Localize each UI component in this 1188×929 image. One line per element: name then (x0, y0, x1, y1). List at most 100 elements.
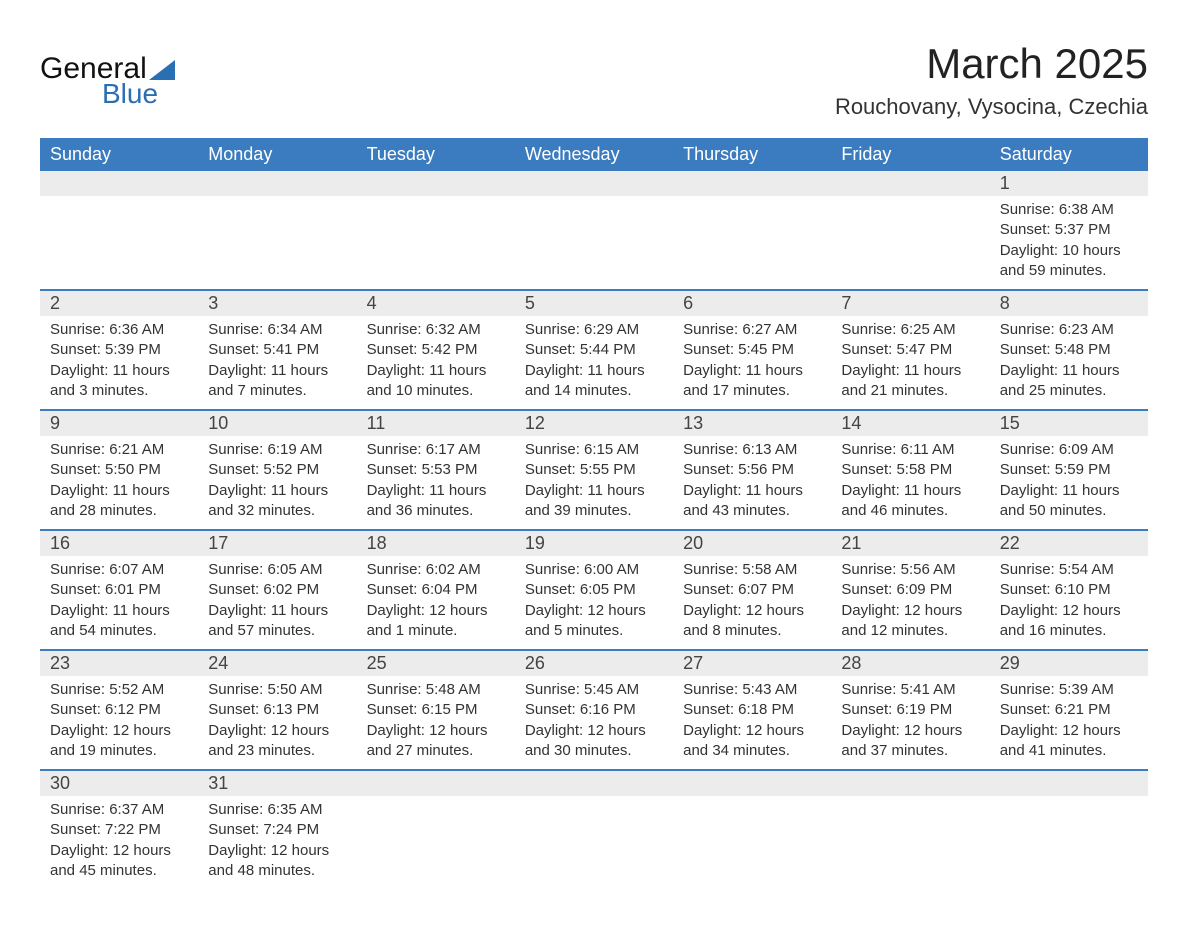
day-detail-cell: Sunrise: 6:35 AMSunset: 7:24 PMDaylight:… (198, 796, 356, 889)
weekday-heading: Thursday (673, 138, 831, 171)
sunset-text: Sunset: 5:47 PM (841, 340, 979, 360)
daylight-line-2: and 7 minutes. (208, 381, 346, 401)
sunrise-text: Sunrise: 6:25 AM (841, 320, 979, 340)
day-number-cell: 25 (357, 650, 515, 676)
daylight-line-2: and 34 minutes. (683, 741, 821, 761)
sunset-text: Sunset: 5:56 PM (683, 460, 821, 480)
day-detail-cell: Sunrise: 6:07 AMSunset: 6:01 PMDaylight:… (40, 556, 198, 650)
day-detail-cell: Sunrise: 6:32 AMSunset: 5:42 PMDaylight:… (357, 316, 515, 410)
day-detail-cell (40, 196, 198, 290)
day-detail-cell: Sunrise: 5:45 AMSunset: 6:16 PMDaylight:… (515, 676, 673, 770)
day-number-cell: 23 (40, 650, 198, 676)
sunrise-text: Sunrise: 5:56 AM (841, 560, 979, 580)
sunrise-text: Sunrise: 6:23 AM (1000, 320, 1138, 340)
day-number-row: 3031 (40, 770, 1148, 796)
daylight-line-1: Daylight: 12 hours (841, 601, 979, 621)
daylight-line-2: and 19 minutes. (50, 741, 188, 761)
daylight-line-2: and 3 minutes. (50, 381, 188, 401)
day-detail-cell (198, 196, 356, 290)
day-detail-row: Sunrise: 6:07 AMSunset: 6:01 PMDaylight:… (40, 556, 1148, 650)
sunrise-text: Sunrise: 6:35 AM (208, 800, 346, 820)
sunrise-text: Sunrise: 6:09 AM (1000, 440, 1138, 460)
daylight-line-2: and 1 minute. (367, 621, 505, 641)
weekday-heading: Tuesday (357, 138, 515, 171)
day-number-cell: 29 (990, 650, 1148, 676)
daylight-line-1: Daylight: 11 hours (525, 361, 663, 381)
daylight-line-1: Daylight: 11 hours (367, 361, 505, 381)
day-detail-cell: Sunrise: 6:17 AMSunset: 5:53 PMDaylight:… (357, 436, 515, 530)
day-number-cell: 8 (990, 290, 1148, 316)
sunrise-text: Sunrise: 6:07 AM (50, 560, 188, 580)
daylight-line-2: and 59 minutes. (1000, 261, 1138, 281)
daylight-line-1: Daylight: 12 hours (525, 601, 663, 621)
page-header: General Blue March 2025 Rouchovany, Vyso… (40, 40, 1148, 120)
day-detail-cell: Sunrise: 5:48 AMSunset: 6:15 PMDaylight:… (357, 676, 515, 770)
sunrise-text: Sunrise: 6:27 AM (683, 320, 821, 340)
day-number-cell (831, 171, 989, 196)
day-number-cell: 15 (990, 410, 1148, 436)
day-detail-cell: Sunrise: 6:02 AMSunset: 6:04 PMDaylight:… (357, 556, 515, 650)
day-number-cell: 14 (831, 410, 989, 436)
day-detail-cell: Sunrise: 6:05 AMSunset: 6:02 PMDaylight:… (198, 556, 356, 650)
day-number-row: 1 (40, 171, 1148, 196)
month-title: March 2025 (835, 40, 1148, 88)
sunrise-text: Sunrise: 6:34 AM (208, 320, 346, 340)
day-number-cell (357, 171, 515, 196)
day-detail-cell (831, 196, 989, 290)
daylight-line-1: Daylight: 12 hours (367, 601, 505, 621)
day-detail-cell: Sunrise: 6:38 AMSunset: 5:37 PMDaylight:… (990, 196, 1148, 290)
daylight-line-2: and 28 minutes. (50, 501, 188, 521)
sunset-text: Sunset: 6:13 PM (208, 700, 346, 720)
day-number-cell: 17 (198, 530, 356, 556)
daylight-line-1: Daylight: 11 hours (50, 481, 188, 501)
sunrise-text: Sunrise: 5:45 AM (525, 680, 663, 700)
day-number-row: 9101112131415 (40, 410, 1148, 436)
daylight-line-2: and 43 minutes. (683, 501, 821, 521)
sunrise-text: Sunrise: 5:50 AM (208, 680, 346, 700)
day-number-cell: 26 (515, 650, 673, 676)
daylight-line-2: and 16 minutes. (1000, 621, 1138, 641)
daylight-line-1: Daylight: 11 hours (841, 481, 979, 501)
day-detail-cell: Sunrise: 6:11 AMSunset: 5:58 PMDaylight:… (831, 436, 989, 530)
sunset-text: Sunset: 6:18 PM (683, 700, 821, 720)
day-detail-cell: Sunrise: 5:56 AMSunset: 6:09 PMDaylight:… (831, 556, 989, 650)
sunrise-text: Sunrise: 6:32 AM (367, 320, 505, 340)
day-number-cell (357, 770, 515, 796)
sunset-text: Sunset: 6:01 PM (50, 580, 188, 600)
weekday-heading: Wednesday (515, 138, 673, 171)
daylight-line-2: and 50 minutes. (1000, 501, 1138, 521)
day-number-cell: 13 (673, 410, 831, 436)
sunrise-text: Sunrise: 6:05 AM (208, 560, 346, 580)
day-number-cell: 31 (198, 770, 356, 796)
sunset-text: Sunset: 5:44 PM (525, 340, 663, 360)
daylight-line-2: and 10 minutes. (367, 381, 505, 401)
day-detail-cell: Sunrise: 5:39 AMSunset: 6:21 PMDaylight:… (990, 676, 1148, 770)
day-number-row: 2345678 (40, 290, 1148, 316)
day-detail-cell: Sunrise: 6:27 AMSunset: 5:45 PMDaylight:… (673, 316, 831, 410)
sunrise-text: Sunrise: 6:15 AM (525, 440, 663, 460)
day-number-cell: 11 (357, 410, 515, 436)
day-detail-cell: Sunrise: 6:37 AMSunset: 7:22 PMDaylight:… (40, 796, 198, 889)
day-detail-row: Sunrise: 6:38 AMSunset: 5:37 PMDaylight:… (40, 196, 1148, 290)
day-detail-cell: Sunrise: 6:23 AMSunset: 5:48 PMDaylight:… (990, 316, 1148, 410)
daylight-line-1: Daylight: 12 hours (50, 721, 188, 741)
title-block: March 2025 Rouchovany, Vysocina, Czechia (835, 40, 1148, 120)
day-number-cell: 30 (40, 770, 198, 796)
sunrise-text: Sunrise: 6:19 AM (208, 440, 346, 460)
sunset-text: Sunset: 6:05 PM (525, 580, 663, 600)
day-number-cell: 1 (990, 171, 1148, 196)
sunset-text: Sunset: 6:21 PM (1000, 700, 1138, 720)
daylight-line-1: Daylight: 11 hours (50, 601, 188, 621)
day-number-cell: 27 (673, 650, 831, 676)
day-detail-cell (673, 196, 831, 290)
sunrise-text: Sunrise: 5:58 AM (683, 560, 821, 580)
daylight-line-1: Daylight: 12 hours (367, 721, 505, 741)
sunset-text: Sunset: 7:22 PM (50, 820, 188, 840)
sunrise-text: Sunrise: 5:39 AM (1000, 680, 1138, 700)
day-detail-row: Sunrise: 6:37 AMSunset: 7:22 PMDaylight:… (40, 796, 1148, 889)
sunrise-text: Sunrise: 6:36 AM (50, 320, 188, 340)
weekday-heading: Friday (831, 138, 989, 171)
sunrise-text: Sunrise: 6:13 AM (683, 440, 821, 460)
day-number-cell: 6 (673, 290, 831, 316)
sunset-text: Sunset: 6:07 PM (683, 580, 821, 600)
